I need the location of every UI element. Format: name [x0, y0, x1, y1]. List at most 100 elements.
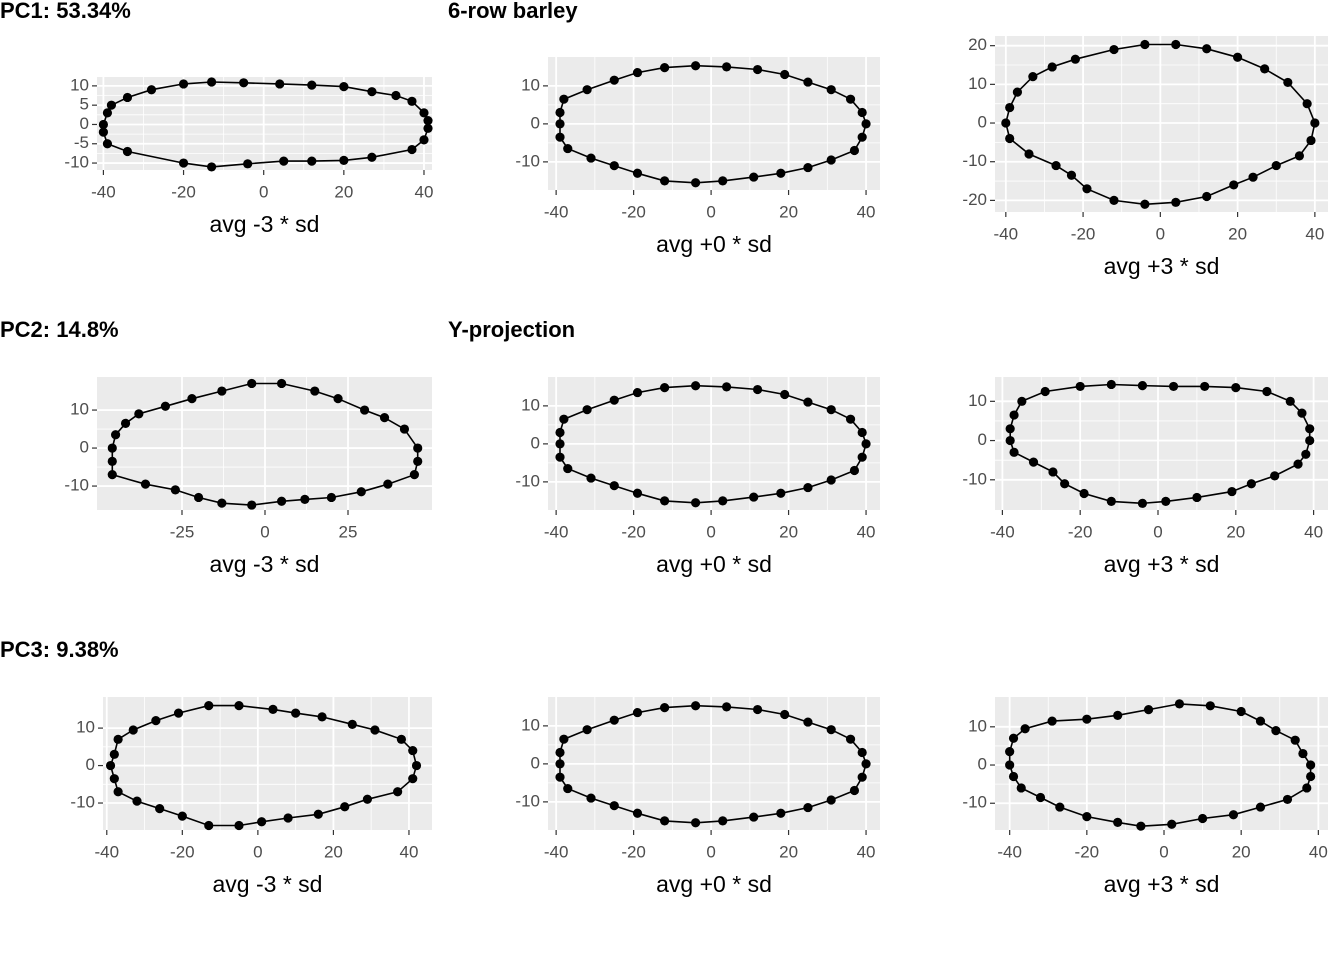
data-point: [204, 701, 214, 711]
x-axis-label: avg +0 * sd: [656, 551, 772, 577]
data-point: [1283, 77, 1293, 88]
y-tick-label: 10: [968, 716, 987, 735]
data-point: [690, 498, 701, 508]
x-tick-label: -40: [94, 842, 119, 861]
data-point: [367, 87, 377, 97]
y-tick-label: 0: [86, 755, 95, 774]
data-point: [217, 386, 227, 396]
data-point: [423, 123, 433, 133]
data-point: [555, 439, 565, 449]
data-point: [660, 496, 670, 506]
data-point: [1310, 118, 1320, 128]
data-point: [291, 708, 301, 718]
x-tick-label: -25: [170, 522, 195, 541]
data-point: [1236, 706, 1246, 717]
data-point: [861, 439, 871, 449]
data-point: [283, 813, 293, 823]
data-point: [120, 418, 131, 428]
data-point: [1047, 62, 1057, 72]
data-point: [1035, 792, 1046, 803]
data-point: [178, 158, 189, 168]
data-point: [555, 107, 565, 118]
data-point: [234, 820, 244, 831]
data-point: [105, 760, 116, 771]
data-point: [718, 496, 728, 506]
x-tick-label: 20: [334, 182, 353, 201]
data-point: [1136, 821, 1146, 831]
x-tick-label: 40: [1305, 224, 1324, 243]
x-axis-label: avg +0 * sd: [656, 231, 772, 257]
data-point: [1079, 488, 1089, 499]
data-point: [582, 725, 592, 735]
data-point: [660, 176, 670, 186]
data-point: [113, 787, 123, 797]
data-point: [690, 61, 701, 71]
data-point: [586, 153, 596, 163]
y-tick-label: -10: [64, 476, 89, 495]
data-point: [776, 808, 786, 818]
data-point: [849, 465, 860, 476]
data-point: [113, 734, 123, 744]
data-point: [718, 816, 728, 826]
x-tick-label: 20: [1226, 522, 1245, 541]
data-point: [857, 132, 867, 142]
data-point: [826, 85, 836, 95]
x-axis-label: avg +3 * sd: [1104, 253, 1220, 279]
y-tick-label: -10: [515, 471, 540, 490]
data-point: [239, 78, 249, 88]
data-point: [803, 717, 813, 727]
data-point: [609, 481, 619, 491]
data-point: [391, 90, 401, 101]
x-tick-label: 40: [857, 842, 876, 861]
data-point: [396, 734, 407, 744]
data-point: [780, 709, 790, 720]
data-point: [1140, 199, 1150, 209]
data-point: [146, 85, 157, 95]
data-point: [1109, 195, 1119, 205]
data-point: [413, 443, 423, 453]
data-point: [1024, 149, 1034, 159]
data-point: [559, 414, 569, 424]
data-point: [1200, 381, 1210, 392]
data-point: [749, 812, 759, 822]
data-point: [1301, 449, 1311, 459]
data-point: [555, 452, 565, 462]
x-tick-label: -40: [990, 522, 1015, 541]
data-point: [1255, 802, 1266, 812]
y-tick-label: 0: [531, 433, 540, 452]
data-point: [1113, 817, 1123, 827]
data-point: [632, 67, 643, 78]
y-tick-label: 0: [80, 438, 89, 457]
data-point: [1051, 160, 1061, 171]
x-tick-label: -20: [1071, 224, 1096, 243]
data-point: [857, 107, 867, 118]
data-point: [140, 479, 151, 489]
data-point: [609, 161, 619, 171]
data-point: [1075, 381, 1085, 392]
panel-title: 6-row barley: [448, 0, 578, 23]
x-tick-label: -40: [994, 224, 1019, 243]
data-point: [1282, 794, 1293, 805]
x-tick-label: -40: [91, 182, 116, 201]
data-point: [632, 808, 643, 818]
data-point: [803, 482, 813, 493]
data-point: [721, 382, 732, 392]
data-point: [749, 172, 759, 182]
data-point: [1271, 160, 1281, 171]
data-point: [1306, 771, 1316, 782]
data-point: [1202, 44, 1212, 54]
data-point: [340, 802, 350, 812]
data-point: [803, 162, 813, 173]
data-point: [752, 64, 763, 75]
data-point: [1255, 716, 1266, 726]
data-point: [1306, 760, 1316, 770]
x-tick-label: 20: [779, 842, 798, 861]
data-point: [204, 820, 214, 831]
data-point: [370, 725, 380, 735]
data-point: [845, 414, 856, 424]
data-point: [268, 704, 278, 714]
data-point: [1229, 180, 1239, 190]
data-point: [399, 424, 410, 434]
data-point: [826, 405, 836, 415]
